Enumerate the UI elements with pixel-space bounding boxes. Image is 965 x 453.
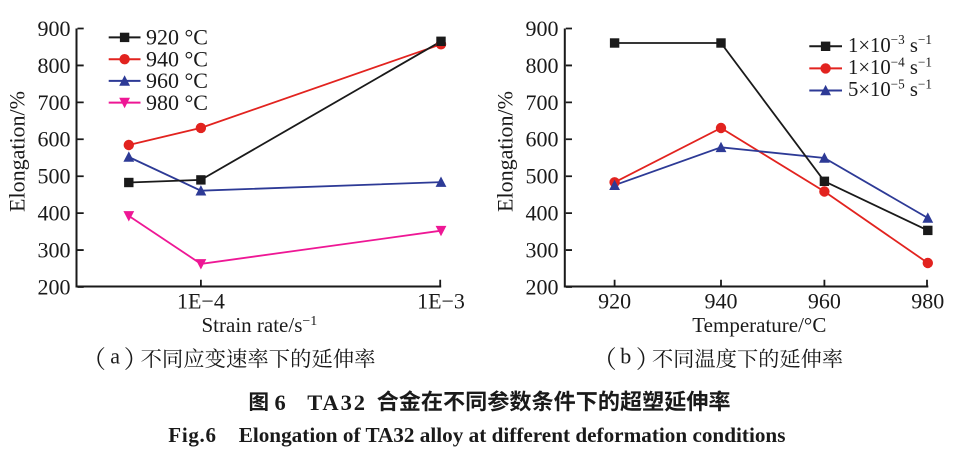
svg-text:700: 700: [38, 90, 71, 115]
svg-text:Elongation/%: Elongation/%: [4, 91, 29, 212]
svg-text:500: 500: [38, 164, 71, 189]
svg-text:940: 940: [705, 289, 738, 314]
svg-text:400: 400: [38, 201, 71, 226]
svg-text:800: 800: [526, 53, 559, 78]
svg-text:960: 960: [808, 289, 841, 314]
svg-text:900: 900: [526, 16, 559, 41]
svg-text:Strain rate/s−1: Strain rate/s−1: [202, 313, 318, 337]
svg-text:Elongation/%: Elongation/%: [493, 91, 518, 212]
svg-text:300: 300: [38, 238, 71, 263]
svg-text:940 °C: 940 °C: [146, 46, 208, 71]
svg-text:Fig.6: Fig.6: [168, 423, 216, 447]
svg-text:b: b: [620, 343, 631, 368]
svg-text:Elongation of TA32 alloy at di: Elongation of TA32 alloy at different de…: [239, 423, 786, 447]
svg-text:400: 400: [526, 201, 559, 226]
svg-text:700: 700: [526, 90, 559, 115]
svg-text:600: 600: [38, 127, 71, 152]
svg-text:980 °C: 980 °C: [146, 90, 208, 115]
svg-text:500: 500: [526, 164, 559, 189]
svg-text:a: a: [110, 343, 120, 368]
svg-text:960 °C: 960 °C: [146, 68, 208, 93]
svg-text:800: 800: [38, 53, 71, 78]
svg-text:920 °C: 920 °C: [146, 25, 208, 50]
svg-text:1E−4: 1E−4: [177, 289, 225, 314]
svg-text:Temperature/°C: Temperature/°C: [692, 313, 826, 337]
svg-text:300: 300: [526, 238, 559, 263]
svg-text:5×10−5 s−1: 5×10−5 s−1: [848, 76, 932, 101]
svg-text:600: 600: [526, 127, 559, 152]
svg-text:TA32: TA32: [307, 390, 367, 415]
svg-text:1E−3: 1E−3: [417, 289, 465, 314]
svg-text:980: 980: [911, 289, 944, 314]
svg-text:200: 200: [526, 274, 559, 299]
svg-text:200: 200: [38, 274, 71, 299]
svg-text:900: 900: [38, 16, 71, 41]
svg-text:6: 6: [275, 390, 286, 415]
svg-text:920: 920: [598, 289, 631, 314]
